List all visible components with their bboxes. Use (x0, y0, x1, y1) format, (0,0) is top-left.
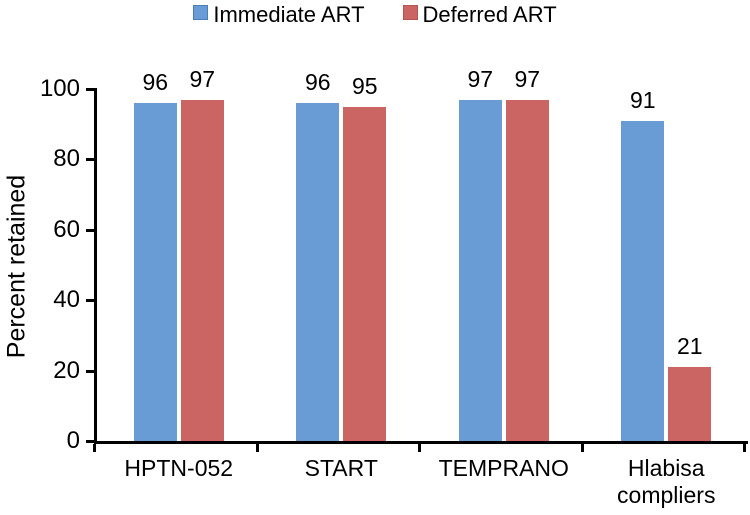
bar-immediate-art (458, 99, 502, 441)
bar-deferred-art (180, 99, 224, 441)
x-category-label: START (304, 455, 378, 481)
legend-label: Deferred ART (422, 2, 557, 27)
bar-value-label: 95 (351, 72, 378, 99)
legend-label: Immediate ART (213, 2, 365, 27)
bar-deferred-art (668, 367, 712, 441)
bar-deferred-art (505, 99, 549, 441)
x-axis-line (94, 441, 748, 444)
legend-item-deferred-art: Deferred ART (402, 2, 557, 28)
x-tick (93, 444, 96, 452)
bar-immediate-art (133, 103, 177, 441)
bar-value-label: 97 (467, 65, 494, 92)
y-tick (86, 228, 94, 232)
y-tick-label: 0 (66, 427, 80, 454)
bar-value-label: 21 (676, 333, 703, 360)
x-category-label: HPTN-052 (124, 455, 234, 481)
y-tick (86, 440, 94, 443)
y-tick-label: 40 (53, 286, 80, 314)
y-tick (86, 158, 94, 162)
y-tick (86, 299, 94, 303)
y-tick (86, 369, 94, 373)
legend: Immediate ART Deferred ART (0, 2, 750, 28)
bar-value-label: 96 (304, 69, 331, 96)
bar-value-label: 97 (189, 65, 216, 92)
y-tick-label: 20 (53, 356, 80, 384)
bar-deferred-art (343, 106, 387, 441)
y-tick-label: 100 (39, 75, 80, 102)
legend-item-immediate-art: Immediate ART (193, 2, 365, 28)
y-axis-line (94, 88, 97, 444)
x-category-label: Hlabisa compliers (617, 455, 716, 508)
y-axis-title: Percent retained (2, 174, 31, 359)
x-tick (418, 444, 421, 452)
x-tick (743, 444, 746, 452)
bar-immediate-art (296, 103, 340, 441)
y-tick-label: 80 (53, 145, 80, 173)
bar-value-label: 96 (142, 69, 169, 96)
legend-swatch-icon (193, 5, 209, 20)
x-category-label: TEMPRANO (438, 455, 569, 481)
x-tick (255, 444, 259, 452)
legend-swatch-icon (402, 5, 418, 20)
bar-value-label: 97 (514, 65, 541, 92)
bar-immediate-art (621, 120, 665, 441)
y-tick (86, 88, 94, 91)
bar-value-label: 91 (629, 86, 656, 113)
y-tick-label: 60 (53, 215, 80, 243)
x-tick (580, 444, 584, 452)
